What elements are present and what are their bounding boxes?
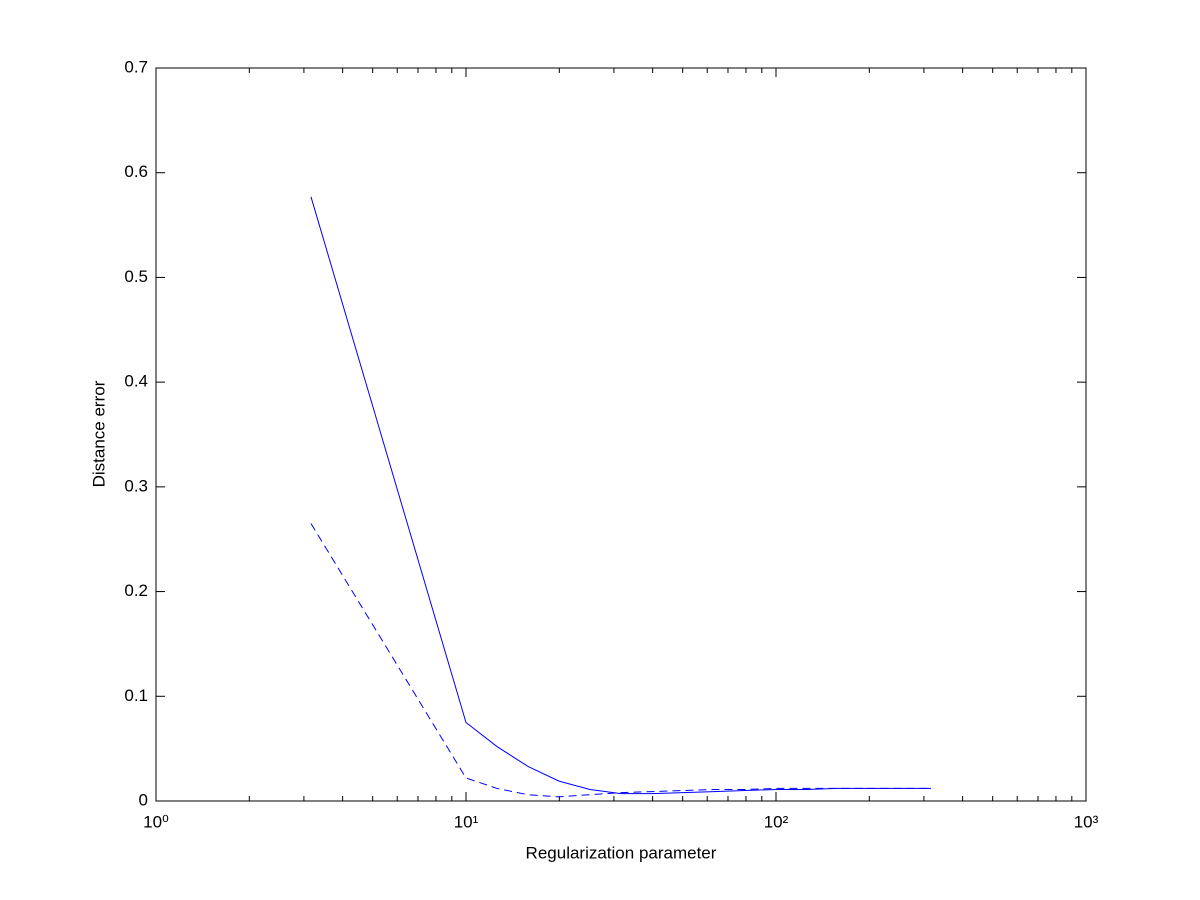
plot-frame	[155, 67, 1087, 802]
x-tick-label: 10²	[764, 812, 789, 831]
y-tick-label: 0.3	[124, 476, 148, 495]
x-tick-label: 10⁰	[143, 812, 169, 831]
y-tick-label: 0.4	[124, 372, 148, 391]
series-line	[310, 523, 931, 798]
y-tick-label: 0.6	[124, 162, 148, 181]
y-tick-label: 0	[139, 790, 148, 809]
x-axis-label: Regularization parameter	[526, 843, 717, 862]
y-tick-label: 0.1	[124, 686, 148, 705]
y-tick-label: 0.5	[124, 267, 148, 286]
y-tick-label: 0.7	[124, 57, 148, 76]
y-axis-label: Distance error	[89, 380, 108, 487]
x-tick-label: 10³	[1074, 812, 1099, 831]
y-tick-label: 0.2	[124, 581, 148, 600]
x-tick-label: 10¹	[454, 812, 479, 831]
